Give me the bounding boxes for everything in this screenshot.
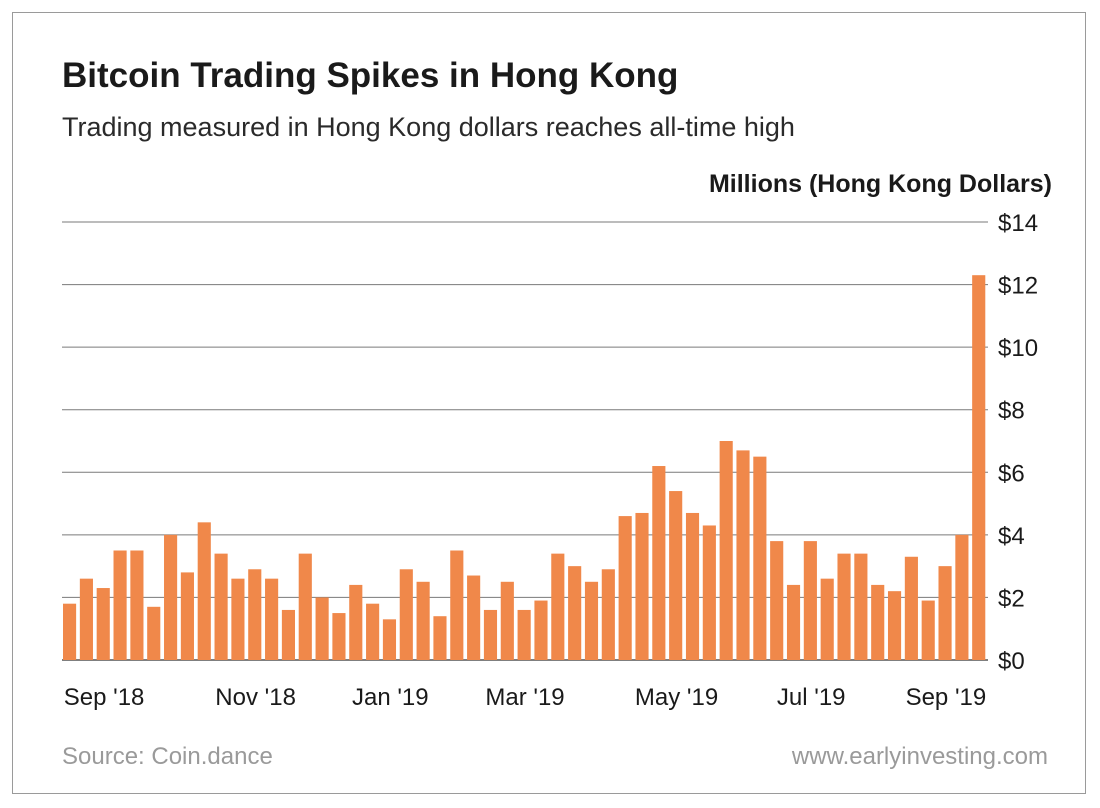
- y-tick-label: $12: [998, 273, 1038, 300]
- bar: [197, 522, 211, 660]
- y-tick-label: $14: [998, 210, 1038, 237]
- y-tick-label: $0: [998, 648, 1025, 675]
- bar: [551, 553, 565, 660]
- y-tick-label: $10: [998, 335, 1038, 362]
- bar: [820, 578, 834, 660]
- bar: [500, 581, 514, 660]
- x-tick-label: Jul '19: [777, 684, 846, 711]
- bar: [837, 553, 851, 660]
- bar: [79, 578, 93, 660]
- bar: [281, 609, 295, 660]
- bar: [450, 550, 464, 660]
- bar: [854, 553, 868, 660]
- bar: [635, 512, 649, 660]
- bar: [298, 553, 312, 660]
- bar: [467, 575, 481, 660]
- y-tick-label: $8: [998, 398, 1025, 425]
- bar: [786, 584, 801, 660]
- bar: [601, 569, 615, 660]
- bar: [315, 597, 329, 660]
- bar: [164, 534, 178, 660]
- x-tick-label: Jan '19: [352, 684, 429, 711]
- bar: [399, 569, 413, 660]
- bar: [921, 600, 935, 660]
- bar: [568, 566, 582, 660]
- bar: [366, 603, 380, 660]
- bar: [517, 609, 531, 660]
- bar: [685, 512, 700, 660]
- bar: [147, 606, 161, 660]
- y-tick-label: $2: [998, 585, 1025, 612]
- chart-frame: [12, 12, 1086, 794]
- y-tick-labels: $0 $2 $4 $6 $8 $10 $12 $14: [998, 210, 1038, 675]
- bar: [652, 466, 666, 660]
- bar: [180, 572, 194, 660]
- bar: [332, 613, 346, 660]
- bar: [803, 541, 817, 660]
- bar: [382, 619, 397, 660]
- x-tick-label: Sep '18: [64, 684, 145, 711]
- bar: [248, 569, 262, 660]
- bar: [770, 541, 784, 660]
- website-credit: www.earlyinvesting.com: [791, 743, 1048, 770]
- bar: [871, 584, 885, 660]
- x-tick-label: May '19: [635, 684, 718, 711]
- bar: [972, 275, 986, 660]
- bar: [719, 441, 733, 660]
- y-tick-label: $6: [998, 460, 1025, 487]
- bar: [416, 581, 430, 660]
- bar: [904, 556, 918, 660]
- chart-subtitle: Trading measured in Hong Kong dollars re…: [62, 112, 795, 142]
- bar: [63, 603, 77, 660]
- x-tick-label: Sep '19: [906, 684, 987, 711]
- y-tick-label: $4: [998, 523, 1025, 550]
- bar: [753, 456, 767, 660]
- bar: [736, 450, 750, 660]
- bar: [702, 525, 716, 660]
- bar: [618, 516, 632, 660]
- bar: [113, 550, 127, 660]
- source-note: Source: Coin.dance: [62, 743, 273, 770]
- y-axis-label: Millions (Hong Kong Dollars): [708, 170, 1052, 198]
- bar: [265, 578, 279, 660]
- bar: [483, 609, 498, 660]
- bar: [130, 550, 144, 660]
- bar: [584, 581, 599, 660]
- bar: [887, 591, 902, 660]
- bar: [231, 578, 245, 660]
- x-tick-label: Nov '18: [215, 684, 296, 711]
- bar: [938, 566, 952, 660]
- bar: [349, 584, 363, 660]
- bar: [669, 491, 683, 660]
- bars: [63, 275, 986, 660]
- bar: [955, 534, 969, 660]
- x-tick-label: Mar '19: [485, 684, 564, 711]
- x-tick-labels: Sep '18 Nov '18 Jan '19 Mar '19 May '19 Jul '…: [64, 684, 986, 711]
- chart-title: Bitcoin Trading Spikes in Hong Kong: [62, 56, 679, 95]
- bar: [534, 600, 548, 660]
- bar: [433, 616, 447, 660]
- bar: [214, 553, 228, 660]
- bar: [96, 588, 110, 660]
